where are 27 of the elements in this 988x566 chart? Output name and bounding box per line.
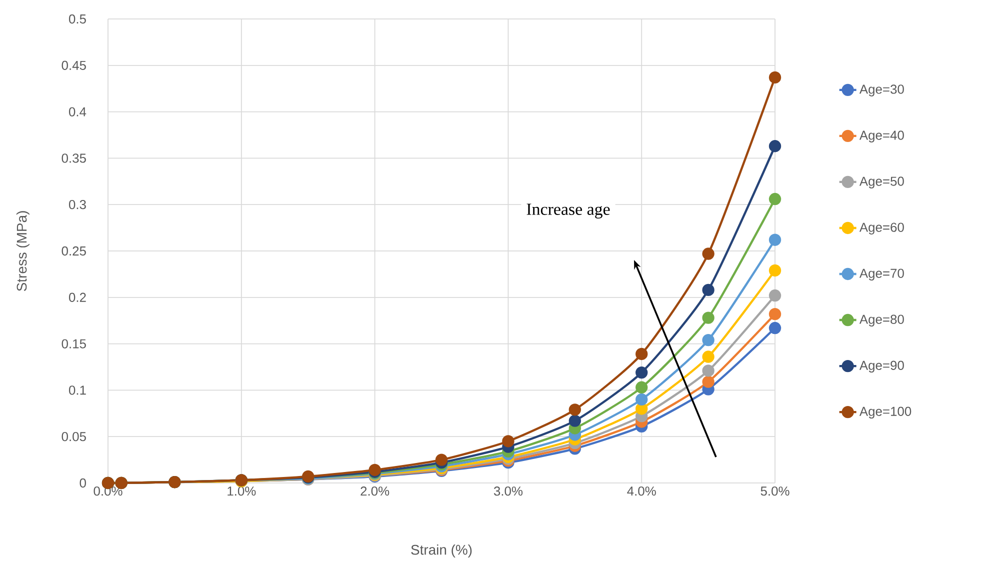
y-tick-label: 0.25 (62, 246, 86, 256)
y-tick-label: 0 (80, 478, 86, 488)
legend-label: Age=40 (859, 130, 904, 142)
y-tick-label: 0.3 (68, 200, 86, 210)
x-tick-label: 1.0% (228, 486, 256, 496)
x-tick-label: 3.0% (494, 486, 523, 496)
x-tick-label: 2.0% (360, 486, 390, 496)
legend-label: Age=30 (859, 84, 904, 96)
legend-label: Age=50 (859, 176, 904, 188)
y-tick-label: 0.5 (68, 14, 86, 24)
y-tick-label: 0.35 (62, 154, 86, 163)
x-tick-label: 4.0% (627, 486, 656, 496)
y-tick-label: 0.15 (62, 339, 86, 348)
y-tick-label: 0.4 (68, 107, 86, 116)
legend-label: Age=100 (859, 406, 912, 419)
legend-label: Age=70 (859, 268, 904, 280)
y-tick-label: 0.45 (62, 60, 86, 70)
x-axis-title: Strain (%) (411, 544, 472, 558)
legend-label: Age=80 (859, 314, 904, 326)
legend-label: Age=60 (859, 222, 904, 234)
y-tick-label: 0.05 (62, 432, 86, 442)
y-axis-title: Stress (MPa) (16, 211, 30, 292)
y-tick-label: 0.2 (68, 292, 86, 302)
annotation: Increase age (526, 204, 610, 218)
legend-label: Age=90 (859, 360, 904, 373)
x-tick-label: 5.0% (760, 486, 790, 496)
y-tick-label: 0.1 (68, 386, 86, 395)
